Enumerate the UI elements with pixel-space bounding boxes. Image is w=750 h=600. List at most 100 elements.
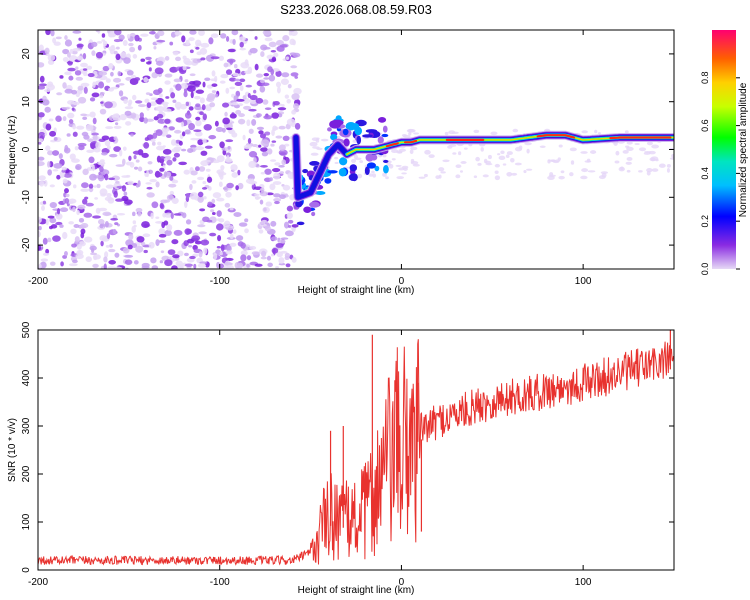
- noise-speckle: [80, 232, 85, 239]
- noise-speckle: [172, 157, 177, 162]
- noise-speckle: [159, 202, 164, 209]
- noise-speckle: [198, 231, 207, 235]
- noise-speckle: [216, 155, 225, 163]
- signal-blob: [349, 164, 358, 172]
- noise-speckle: [225, 35, 230, 42]
- noise-speckle: [276, 86, 281, 94]
- noise-speckle: [356, 173, 363, 179]
- noise-speckle: [38, 216, 42, 224]
- noise-speckle: [115, 164, 125, 167]
- noise-speckle: [251, 178, 255, 186]
- noise-speckle: [178, 161, 188, 166]
- noise-speckle: [225, 191, 232, 198]
- colorbar-ticks: 0.0 0.2 0.4 0.6 0.8: [700, 72, 740, 275]
- noise-speckle: [210, 78, 217, 82]
- noise-speckle: [181, 131, 186, 137]
- noise-speckle: [100, 240, 104, 247]
- noise-speckle: [218, 181, 223, 188]
- noise-speckle: [76, 43, 84, 48]
- noise-speckle: [558, 175, 565, 180]
- noise-speckle: [248, 108, 257, 112]
- signal-blob: [364, 166, 370, 175]
- noise-speckle: [626, 157, 633, 161]
- noise-speckle: [53, 137, 58, 141]
- noise-speckle: [168, 126, 175, 131]
- noise-speckle: [196, 51, 202, 56]
- noise-speckle: [110, 217, 119, 221]
- noise-speckle: [195, 146, 205, 151]
- noise-speckle: [523, 169, 527, 174]
- noise-speckle: [71, 243, 77, 248]
- signal-blob: [374, 165, 380, 172]
- noise-speckle: [194, 95, 201, 100]
- noise-speckle: [258, 221, 265, 225]
- noise-speckle: [254, 263, 263, 267]
- noise-speckle: [512, 128, 519, 133]
- noise-speckle: [56, 92, 63, 96]
- noise-speckle: [104, 212, 112, 216]
- noise-speckle: [113, 136, 118, 141]
- noise-speckle: [638, 147, 647, 152]
- noise-speckle: [401, 172, 407, 175]
- noise-speckle: [287, 84, 292, 89]
- noise-speckle: [138, 104, 147, 108]
- noise-speckle: [166, 159, 173, 166]
- noise-speckle: [95, 30, 100, 33]
- noise-speckle: [236, 98, 245, 102]
- noise-speckle: [197, 263, 207, 268]
- noise-speckle: [666, 167, 670, 173]
- noise-speckle: [67, 112, 75, 119]
- noise-speckle: [258, 144, 262, 148]
- noise-speckle: [78, 217, 85, 223]
- noise-speckle: [91, 164, 95, 172]
- noise-speckle: [115, 122, 119, 126]
- signal-blob: [362, 134, 373, 138]
- noise-speckle: [188, 37, 195, 42]
- noise-speckle: [77, 251, 81, 256]
- snr-y-label: SNR (10 * v/v): [7, 418, 18, 482]
- noise-speckle: [125, 121, 132, 126]
- x-tick-label: 0: [399, 276, 405, 287]
- y-tick-label: 20: [21, 48, 32, 60]
- noise-speckle: [174, 129, 182, 134]
- noise-speckle: [409, 149, 414, 155]
- noise-speckle: [294, 76, 299, 79]
- noise-speckle: [203, 124, 212, 131]
- noise-speckle: [49, 217, 57, 224]
- noise-speckle: [132, 211, 136, 217]
- snr-y-ticks: 0 100 200 300 400 500: [21, 321, 674, 573]
- noise-speckle: [286, 98, 291, 104]
- noise-speckle: [284, 252, 291, 258]
- noise-speckle: [570, 160, 575, 165]
- noise-speckle: [219, 251, 223, 256]
- noise-speckle: [119, 149, 123, 157]
- noise-speckle: [164, 118, 171, 124]
- noise-speckle: [275, 135, 283, 139]
- noise-speckle: [418, 176, 426, 179]
- noise-speckle: [160, 250, 165, 254]
- noise-speckle: [184, 200, 188, 209]
- noise-speckle: [47, 150, 54, 156]
- signal-blob: [338, 167, 347, 177]
- noise-speckle: [197, 176, 205, 181]
- noise-speckle: [126, 33, 131, 39]
- noise-speckle: [514, 162, 522, 166]
- noise-speckle: [55, 115, 62, 122]
- noise-speckle: [102, 40, 108, 47]
- noise-speckle: [124, 259, 133, 265]
- noise-speckle: [244, 70, 252, 75]
- noise-speckle: [224, 202, 231, 208]
- noise-speckle: [137, 212, 142, 217]
- noise-speckle: [249, 245, 257, 250]
- noise-speckle: [127, 180, 134, 186]
- noise-speckle: [115, 46, 120, 50]
- noise-speckle: [61, 166, 67, 171]
- noise-speckle: [442, 159, 450, 163]
- noise-speckle: [569, 172, 574, 177]
- noise-speckle: [157, 118, 166, 124]
- noise-speckle: [235, 185, 239, 191]
- noise-speckle: [202, 113, 207, 121]
- noise-speckle: [134, 166, 139, 170]
- noise-speckle: [263, 73, 270, 77]
- noise-speckle: [646, 167, 653, 173]
